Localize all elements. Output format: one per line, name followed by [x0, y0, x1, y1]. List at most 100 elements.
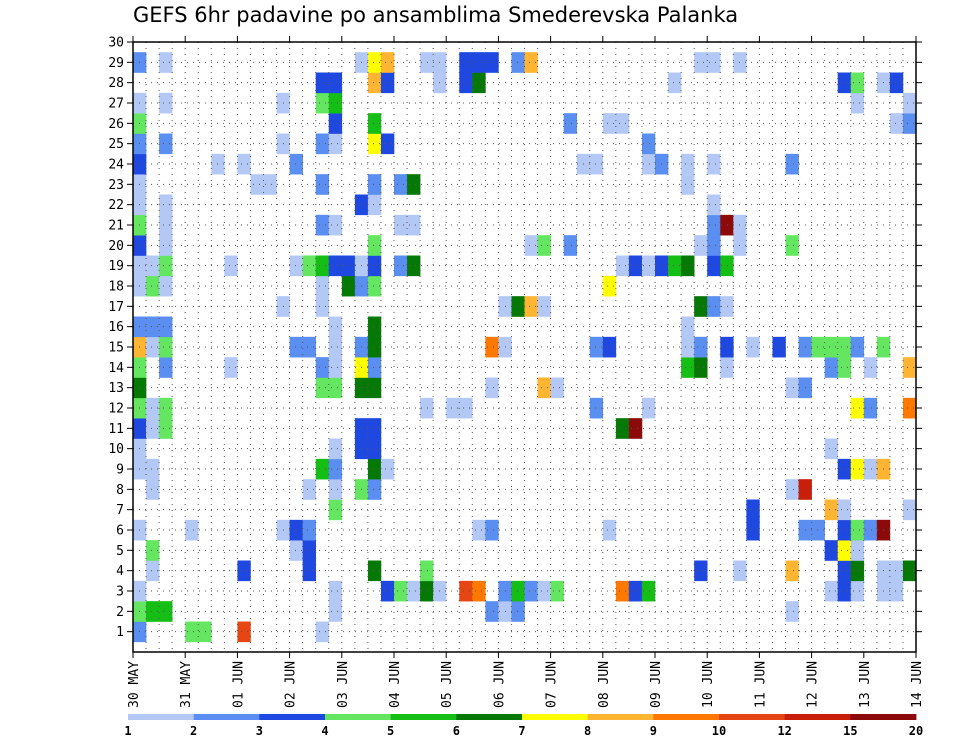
heatmap-cell	[863, 357, 878, 378]
heatmap-cell	[315, 174, 330, 195]
heatmap-cell	[420, 560, 434, 582]
x-tick-label: 09 JUN	[649, 661, 664, 708]
heatmap-cell	[315, 621, 330, 643]
heatmap-cell	[511, 52, 525, 73]
heatmap-cell	[146, 479, 160, 500]
heatmap-cell	[589, 397, 604, 419]
heatmap-cell	[850, 336, 865, 358]
heatmap-cell	[694, 357, 708, 378]
y-tick-label: 17	[108, 300, 124, 315]
heatmap-cell	[746, 519, 760, 541]
heatmap-cell	[628, 418, 643, 439]
colorbar-swatch	[193, 714, 260, 720]
heatmap-cell	[850, 397, 865, 419]
y-tick-label: 23	[108, 178, 124, 193]
heatmap-cell	[668, 255, 682, 277]
heatmap-cell	[628, 580, 643, 602]
heatmap-cell	[328, 72, 343, 94]
heatmap-cell	[407, 255, 421, 277]
heatmap-cell	[263, 174, 277, 195]
heatmap-cell	[367, 113, 382, 134]
colorbar-swatch	[522, 714, 589, 720]
heatmap-cell	[328, 336, 343, 358]
heatmap-cell	[237, 560, 251, 582]
chart-title: GEFS 6hr padavine po ansamblima Smederev…	[133, 3, 739, 27]
heatmap-cell	[707, 255, 721, 277]
heatmap-cell	[511, 601, 525, 622]
heatmap-cell	[772, 336, 786, 358]
heatmap-cell	[746, 336, 760, 358]
x-tick-label: 08 JUN	[597, 661, 612, 708]
heatmap-cell	[863, 397, 878, 419]
heatmap-cell	[902, 499, 917, 521]
heatmap-cell	[707, 235, 721, 256]
heatmap-cell	[707, 296, 721, 317]
heatmap-cell	[485, 52, 499, 73]
x-tick-label: 12 JUN	[806, 661, 821, 708]
heatmap-cell	[902, 397, 917, 419]
heatmap-cell	[420, 397, 434, 419]
y-tick-label: 27	[108, 97, 124, 112]
heatmap-cell	[785, 560, 799, 582]
heatmap-cell	[394, 174, 408, 195]
heatmap-cell	[302, 519, 316, 541]
heatmap-cell	[563, 113, 577, 134]
heatmap-cell	[602, 113, 617, 134]
heatmap-cell	[341, 255, 356, 277]
colorbar-swatch	[325, 714, 392, 720]
y-tick-label: 2	[116, 605, 124, 620]
heatmap-cell	[472, 580, 486, 602]
y-tick-label: 9	[116, 463, 124, 478]
heatmap-cell	[367, 316, 382, 338]
y-tick-label: 6	[116, 524, 124, 539]
heatmap-cell	[694, 560, 708, 582]
heatmap-cell	[328, 377, 343, 399]
heatmap-cell	[407, 174, 421, 195]
heatmap-cell	[537, 580, 551, 602]
heatmap-cell	[367, 438, 382, 460]
heatmap-cell	[602, 275, 617, 297]
heatmap-cell	[289, 153, 303, 175]
heatmap-cell	[328, 499, 343, 521]
heatmap-cell	[889, 580, 904, 602]
heatmap-cell	[367, 52, 382, 73]
heatmap-cell	[785, 153, 799, 175]
heatmap-cell	[394, 255, 408, 277]
colorbar-swatch	[259, 714, 326, 720]
colorbar-label: 12	[777, 724, 791, 738]
heatmap-cell	[707, 214, 721, 236]
heatmap-cell	[785, 235, 799, 256]
heatmap-cell	[367, 133, 382, 155]
heatmap-cell	[837, 72, 852, 94]
heatmap-cell	[380, 458, 395, 480]
y-tick-label: 10	[108, 442, 124, 457]
heatmap-cell	[159, 275, 173, 297]
heatmap-cell	[380, 52, 395, 73]
heatmap-cell	[537, 235, 551, 256]
colorbar-label: 1	[124, 724, 131, 738]
heatmap-cell	[367, 72, 382, 94]
heatmap-cell	[641, 397, 656, 419]
y-tick-label: 18	[108, 280, 124, 295]
heatmap-cell	[720, 336, 734, 358]
heatmap-cell	[720, 296, 734, 317]
colorbar-legend: 1 2 3 4 5 6 7 8 9 10 12 15 20	[124, 714, 923, 738]
heatmap-cell	[159, 255, 173, 277]
heatmap-cell	[681, 174, 695, 195]
heatmap-cell	[811, 336, 825, 358]
colorbar-swatch	[390, 714, 457, 720]
colorbar-label: 5	[387, 724, 394, 738]
heatmap-cell	[367, 174, 382, 195]
heatmap-cell	[328, 133, 343, 155]
colorbar-label: 20	[909, 724, 923, 738]
heatmap-cell	[367, 255, 382, 277]
heatmap-cell	[641, 133, 656, 155]
heatmap-cell	[707, 194, 721, 216]
heatmap-cell	[863, 519, 878, 541]
colorbar-label: 6	[453, 724, 460, 738]
heatmap-cell	[380, 133, 395, 155]
x-tick-label: 13 JUN	[858, 661, 873, 708]
heatmap-cell	[185, 621, 199, 643]
heatmap-cell	[367, 458, 382, 480]
x-tick-label: 05 JUN	[440, 661, 455, 708]
